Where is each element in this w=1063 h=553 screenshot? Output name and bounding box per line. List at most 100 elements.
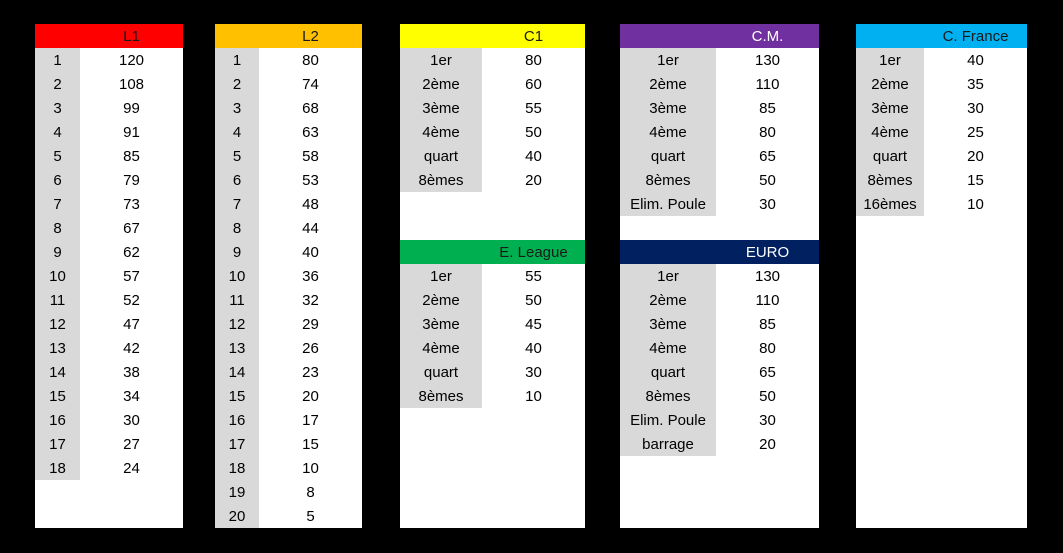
row-label: 4: [215, 120, 259, 144]
row-points: 55: [525, 268, 542, 285]
row-points: 24: [123, 460, 140, 477]
table-row: 2ème 35: [856, 72, 1027, 96]
row-points: 10: [967, 196, 984, 213]
row-points: 10: [525, 388, 542, 405]
table-row: 5 85: [35, 144, 183, 168]
table-row: 9 40: [215, 240, 362, 264]
row-points: 36: [302, 268, 319, 285]
table-row: Elim. Poule 30: [620, 192, 819, 216]
row-points: 40: [525, 340, 542, 357]
row-label: Elim. Poule: [620, 192, 716, 216]
panel-c1-europa: C1 1er 80 2ème 60 3ème 55 4ème 50 quart 40 8èmes 20 …: [400, 24, 585, 528]
row-points: 35: [967, 76, 984, 93]
table-row: 15 34: [35, 384, 183, 408]
table-row: 1er 130: [620, 264, 819, 288]
table-row: 4 63: [215, 120, 362, 144]
row-points: 73: [123, 196, 140, 213]
row-label: 2: [215, 72, 259, 96]
row-points: 26: [302, 340, 319, 357]
row-label: 19: [215, 480, 259, 504]
table-row: 8 44: [215, 216, 362, 240]
row-points: 40: [302, 244, 319, 261]
table-cm: C.M. 1er 130 2ème 110 3ème 85 4ème 80 quart 65 8ème…: [620, 24, 819, 216]
row-points: 63: [302, 124, 319, 141]
row-label: 20: [215, 504, 259, 528]
row-label: barrage: [620, 432, 716, 456]
row-points: 45: [525, 316, 542, 333]
row-points: 34: [123, 388, 140, 405]
panel-l2: L2 1 80 2 74 3 68 4 63 5 58 6 53 7 48 8 44 9 40 10 36 11 32 12 2…: [215, 24, 362, 528]
header-spacer: [620, 240, 716, 264]
table-row: 1er 130: [620, 48, 819, 72]
table-row: quart 65: [620, 360, 819, 384]
table-row: 19 8: [215, 480, 362, 504]
row-label: quart: [856, 144, 924, 168]
panel-l1: L1 1 120 2 108 3 99 4 91 5 85 6 79 7 73 8 67 9 62 10 57 11 52 1…: [35, 24, 183, 528]
row-points: 20: [759, 436, 776, 453]
table-header: L2: [215, 24, 362, 48]
table-row: 8èmes 15: [856, 168, 1027, 192]
row-label: 1er: [400, 264, 482, 288]
table-row: 16 30: [35, 408, 183, 432]
row-points: 25: [967, 124, 984, 141]
table-row: 3ème 45: [400, 312, 585, 336]
row-label: 7: [35, 192, 80, 216]
row-label: 4ème: [620, 120, 716, 144]
row-points: 55: [525, 100, 542, 117]
row-points: 108: [118, 76, 145, 93]
row-points: 23: [302, 364, 319, 381]
row-label: 2ème: [856, 72, 924, 96]
table-header: L1: [35, 24, 183, 48]
table-row: 4ème 80: [620, 336, 819, 360]
header-spacer: [215, 24, 259, 48]
row-label: 8èmes: [620, 168, 716, 192]
table-row: 17 27: [35, 432, 183, 456]
table-row: 2ème 110: [620, 288, 819, 312]
row-points: 42: [123, 340, 140, 357]
table-row: 6 79: [35, 168, 183, 192]
header-spacer: [35, 24, 80, 48]
table-row: 1er 40: [856, 48, 1027, 72]
row-points: 38: [123, 364, 140, 381]
table-title: EURO: [745, 244, 790, 261]
table-l1: L1 1 120 2 108 3 99 4 91 5 85 6 79 7 73 8 67 9 62 10 57 11 52 1…: [35, 24, 183, 480]
row-points: 110: [755, 292, 780, 309]
row-points: 40: [967, 52, 984, 69]
table-el: E. League 1er 55 2ème 50 3ème 45 4ème 40 quart 30 8…: [400, 240, 585, 408]
table-l2: L2 1 80 2 74 3 68 4 63 5 58 6 53 7 48 8 44 9 40 10 36 11 32 12 2…: [215, 24, 362, 528]
table-c1: C1 1er 80 2ème 60 3ème 55 4ème 50 quart 40 8èmes 20: [400, 24, 585, 192]
row-points: 44: [302, 220, 319, 237]
table-row: 14 23: [215, 360, 362, 384]
table-row: 16 17: [215, 408, 362, 432]
row-points: 8: [306, 484, 315, 501]
header-spacer: [856, 24, 924, 48]
row-points: 65: [759, 364, 776, 381]
row-label: 5: [35, 144, 80, 168]
row-label: 2ème: [400, 72, 482, 96]
row-label: 3ème: [620, 96, 716, 120]
table-row: 8èmes 10: [400, 384, 585, 408]
row-points: 10: [302, 460, 319, 477]
table-title: C.M.: [751, 28, 784, 45]
row-label: 3ème: [620, 312, 716, 336]
table-row: 10 57: [35, 264, 183, 288]
table-header: EURO: [620, 240, 819, 264]
row-points: 57: [123, 268, 140, 285]
row-label: 6: [215, 168, 259, 192]
row-points: 80: [302, 52, 319, 69]
row-points: 80: [759, 340, 776, 357]
row-label: 18: [35, 456, 80, 480]
row-points: 52: [123, 292, 140, 309]
table-row: 3ème 85: [620, 312, 819, 336]
table-row: 1er 55: [400, 264, 585, 288]
row-label: 1: [215, 48, 259, 72]
row-label: 4ème: [620, 336, 716, 360]
row-points: 20: [967, 148, 984, 165]
table-row: 16èmes 10: [856, 192, 1027, 216]
table-header: C1: [400, 24, 585, 48]
table-row: 14 38: [35, 360, 183, 384]
row-label: 3ème: [856, 96, 924, 120]
row-label: 15: [35, 384, 80, 408]
row-label: 2ème: [620, 72, 716, 96]
row-label: 2: [35, 72, 80, 96]
